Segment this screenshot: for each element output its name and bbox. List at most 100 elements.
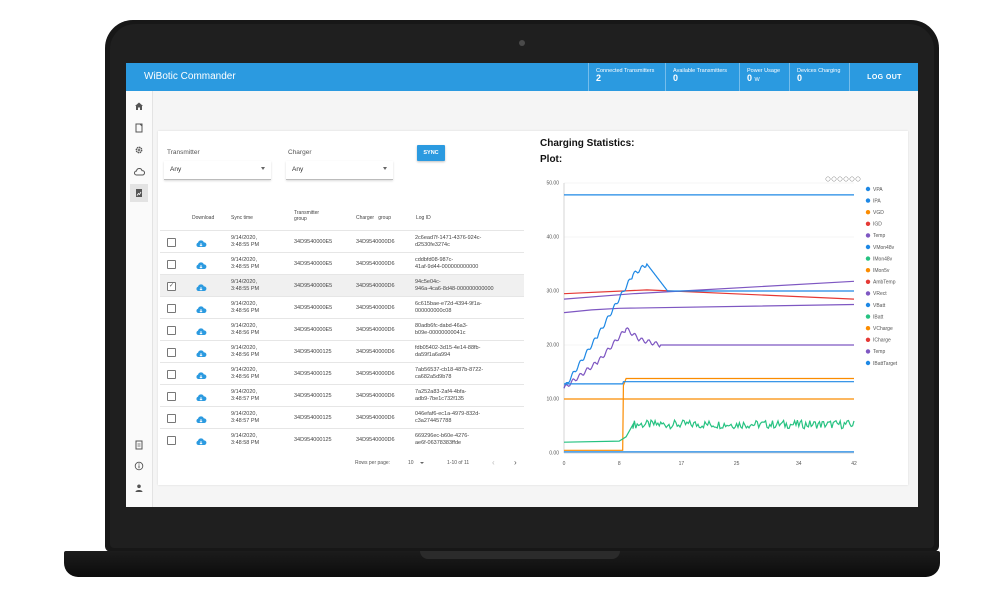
charger-filter-label: Charger (288, 149, 312, 156)
cloud-download-icon[interactable] (195, 346, 207, 364)
legend-entry: VPA (873, 187, 883, 193)
log-id-cell: 2c6ead7f-1471-4376-924c-d2530fe3274c (415, 235, 482, 248)
cloud-download-icon[interactable] (195, 434, 207, 452)
chart-subtitle: Plot: (540, 154, 563, 165)
table-row[interactable]: 9/14/2020, 3:48:57 PM 34D954000125 34D95400… (160, 406, 524, 429)
gear-icon[interactable] (130, 141, 148, 159)
legend-entry: IPA (873, 198, 881, 204)
legend-entry: IMon48v (873, 256, 893, 262)
stat-connected-transmitters: Connected Transmitters 2 (588, 63, 664, 91)
row-checkbox[interactable] (167, 392, 176, 401)
table-row[interactable]: ✓ 9/14/2020, 3:48:55 PM 34D9540000E5 34D9540… (160, 274, 524, 297)
stat-label: Available Transmitters (673, 68, 728, 74)
cloud-download-icon[interactable] (195, 390, 207, 408)
log-id-cell: 669296ec-b60e-4276- ae6f-06378383ffde (415, 433, 470, 446)
row-checkbox[interactable]: ✓ (167, 282, 176, 291)
sync-time-cell: 9/14/2020, 3:48:58 PM (231, 433, 260, 446)
legend-marker (865, 210, 871, 215)
sync-time-cell: 9/14/2020, 3:48:57 PM (231, 389, 260, 402)
table-row[interactable]: 9/14/2020, 3:48:56 PM 34D954000125 34D95400… (160, 362, 524, 385)
table-row[interactable]: 9/14/2020, 3:48:55 PM 34D9540000E5 34D95400… (160, 252, 524, 275)
chart-doc-icon[interactable] (130, 184, 148, 202)
table-row[interactable]: 9/14/2020, 3:48:58 PM 34D954000125 34D95400… (160, 428, 524, 451)
cloud-download-icon[interactable] (195, 324, 207, 342)
home-icon[interactable] (849, 176, 855, 182)
info-icon[interactable] (130, 457, 148, 475)
document-icon[interactable] (130, 119, 148, 137)
webcam (519, 40, 525, 46)
series-line (563, 262, 854, 389)
home-icon[interactable] (130, 97, 148, 115)
chevron-down-icon (383, 167, 387, 170)
row-checkbox[interactable] (167, 260, 176, 269)
log-id-cell: fdb05402-3d15-4e14-88fb-da59f1a6a994 (415, 345, 481, 358)
charger-group-cell: 34D9540000D6 (356, 283, 395, 289)
legend-entry: Temp (873, 233, 885, 239)
pan-icon[interactable] (843, 176, 849, 182)
transmitter-group-cell: 34D954000125 (294, 393, 332, 399)
rows-per-page-select[interactable]: 10 (408, 460, 424, 466)
column-header-log-id: Log ID (416, 215, 431, 221)
row-checkbox[interactable] (167, 370, 176, 379)
row-checkbox[interactable] (167, 414, 176, 423)
x-tick-label: 8 (618, 461, 621, 467)
legend-marker (865, 302, 871, 308)
legend-marker (865, 279, 871, 284)
cloud-download-icon[interactable] (195, 280, 207, 298)
row-checkbox[interactable] (167, 304, 176, 313)
menu-icon[interactable] (855, 176, 861, 182)
row-checkbox[interactable] (167, 326, 176, 335)
legend-marker (865, 233, 871, 238)
file-icon[interactable] (130, 436, 148, 454)
search-icon[interactable] (837, 176, 843, 182)
y-tick-label: 0.00 (549, 451, 559, 457)
app-screen: WiBotic Commander Connected Transmitters… (126, 63, 918, 507)
charger-group-cell: 34D9540000D6 (356, 349, 395, 355)
person-icon[interactable] (130, 479, 148, 497)
previous-page-icon[interactable]: ‹ (492, 458, 495, 467)
next-page-icon[interactable]: › (514, 458, 517, 467)
chart-title: Charging Statistics: (540, 138, 635, 149)
table-row[interactable]: 9/14/2020, 3:48:55 PM 34D9540000E5 34D95400… (160, 230, 524, 253)
transmitter-group-cell: 34D9540000E5 (294, 261, 333, 267)
cloud-download-icon[interactable] (195, 302, 207, 320)
app-bar: WiBotic Commander Connected Transmitters… (126, 63, 918, 91)
transmitter-select[interactable]: Any (164, 161, 271, 180)
legend-entry: ICharge (873, 338, 891, 344)
legend-entry: VGD (873, 210, 884, 216)
cloud-icon[interactable] (130, 163, 148, 181)
cloud-download-icon[interactable] (195, 258, 207, 276)
cloud-download-icon[interactable] (195, 368, 207, 386)
sync-button[interactable]: SYNC (417, 145, 445, 161)
legend-marker (865, 314, 871, 319)
legend-marker (865, 337, 871, 342)
x-tick-label: 0 (563, 461, 566, 467)
logout-button[interactable]: LOG OUT (849, 63, 918, 91)
cloud-download-icon[interactable] (195, 412, 207, 430)
charger-select[interactable]: Any (286, 161, 393, 180)
chevron-down-icon (261, 167, 265, 170)
legend-entry: IBatt (873, 314, 884, 320)
sync-time-cell: 9/14/2020, 3:48:56 PM (231, 323, 260, 336)
table-row[interactable]: 9/14/2020, 3:48:56 PM 34D954000125 34D95400… (160, 340, 524, 363)
stat-value: 0 (673, 73, 679, 83)
transmitter-group-cell: 34D9540000E5 (294, 283, 333, 289)
series-line (563, 327, 854, 389)
row-checkbox[interactable] (167, 436, 176, 445)
table-row[interactable]: 9/14/2020, 3:48:57 PM 34D954000125 34D95400… (160, 384, 524, 407)
table-row[interactable]: 9/14/2020, 3:48:56 PM 34D9540000E5 34D95400… (160, 318, 524, 341)
charger-group-cell: 34D9540000D6 (356, 327, 395, 333)
series-line (563, 280, 855, 300)
cloud-download-icon[interactable] (195, 236, 207, 254)
table-row[interactable]: 9/14/2020, 3:48:56 PM 34D9540000E5 34D95400… (160, 296, 524, 319)
row-checkbox[interactable] (167, 238, 176, 247)
zoom-out-icon[interactable] (831, 176, 837, 182)
row-checkbox[interactable] (167, 348, 176, 357)
charging-stats-chart: 0.00 10.00 20.00 30.00 40.00 50.00 0 8 17 25 34 42 V… (546, 176, 898, 467)
y-tick-label: 30.00 (546, 289, 559, 295)
zoom-in-icon[interactable] (825, 176, 831, 182)
plot-area (564, 183, 854, 453)
charger-group-cell: 34D9540000D6 (356, 261, 395, 267)
log-id-cell: 7ab56537-cb18-487b-8722- ca682a5d9b78 (415, 367, 484, 380)
series-line (563, 303, 855, 314)
